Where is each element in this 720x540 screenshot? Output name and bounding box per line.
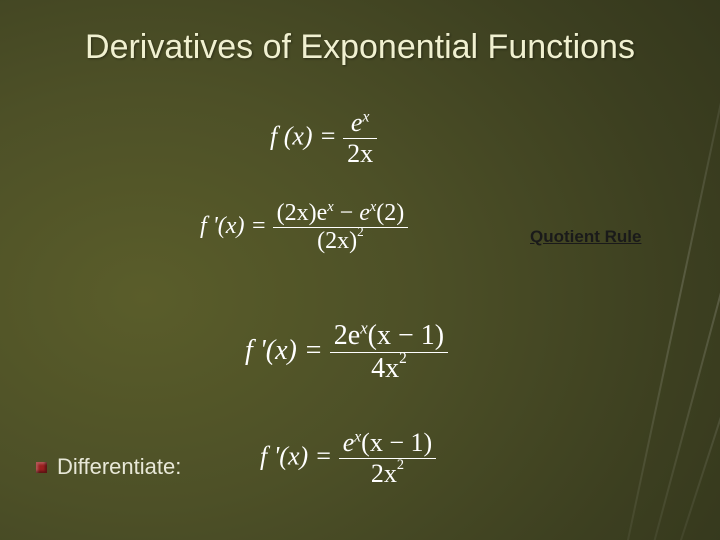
equation-4: f '(x) = ex(x − 1) 2x2	[260, 428, 436, 489]
bullet-icon	[36, 462, 47, 473]
eq3-num-tail: (x − 1)	[368, 320, 444, 351]
eq3-den-base: 4x	[371, 353, 399, 384]
eq1-lhs: f (x) =	[270, 121, 337, 150]
eq3-num-a: 2e	[334, 320, 360, 351]
eq2-minus: −	[334, 200, 360, 226]
eq1-num-base: e	[351, 108, 363, 137]
eq4-den-sup: 2	[397, 457, 404, 473]
bullet-text: Differentiate:	[57, 454, 181, 480]
slide-title: Derivatives of Exponential Functions	[0, 28, 720, 67]
eq1-num-sup: x	[362, 108, 369, 125]
eq3-den-sup: 2	[399, 350, 407, 367]
eq2-num-b-tail: (2)	[376, 200, 404, 226]
bullet-row: Differentiate:	[36, 454, 181, 480]
eq4-den-base: 2x	[371, 459, 397, 488]
eq3-num-a-sup: x	[360, 319, 367, 338]
equation-2: f '(x) = (2x)ex − ex(2) (2x)2	[200, 200, 408, 255]
eq2-num-b: e	[359, 200, 370, 226]
eq4-num-tail: (x − 1)	[361, 428, 432, 457]
eq3-lhs: f '(x) =	[245, 335, 323, 366]
equation-1: f (x) = ex 2x	[270, 108, 377, 169]
eq2-den-base: (2x)	[317, 228, 357, 254]
eq4-lhs: f '(x) =	[260, 441, 332, 470]
eq4-num-a: e	[343, 428, 355, 457]
eq2-lhs: f '(x) =	[200, 213, 267, 239]
equation-3: f '(x) = 2ex(x − 1) 4x2	[245, 320, 448, 385]
eq1-den: 2x	[347, 139, 373, 168]
decorative-rays	[500, 0, 720, 540]
eq2-num-a: (2x)e	[277, 200, 328, 226]
quotient-rule-link[interactable]: Quotient Rule	[530, 227, 641, 247]
eq2-den-sup: 2	[357, 224, 364, 239]
